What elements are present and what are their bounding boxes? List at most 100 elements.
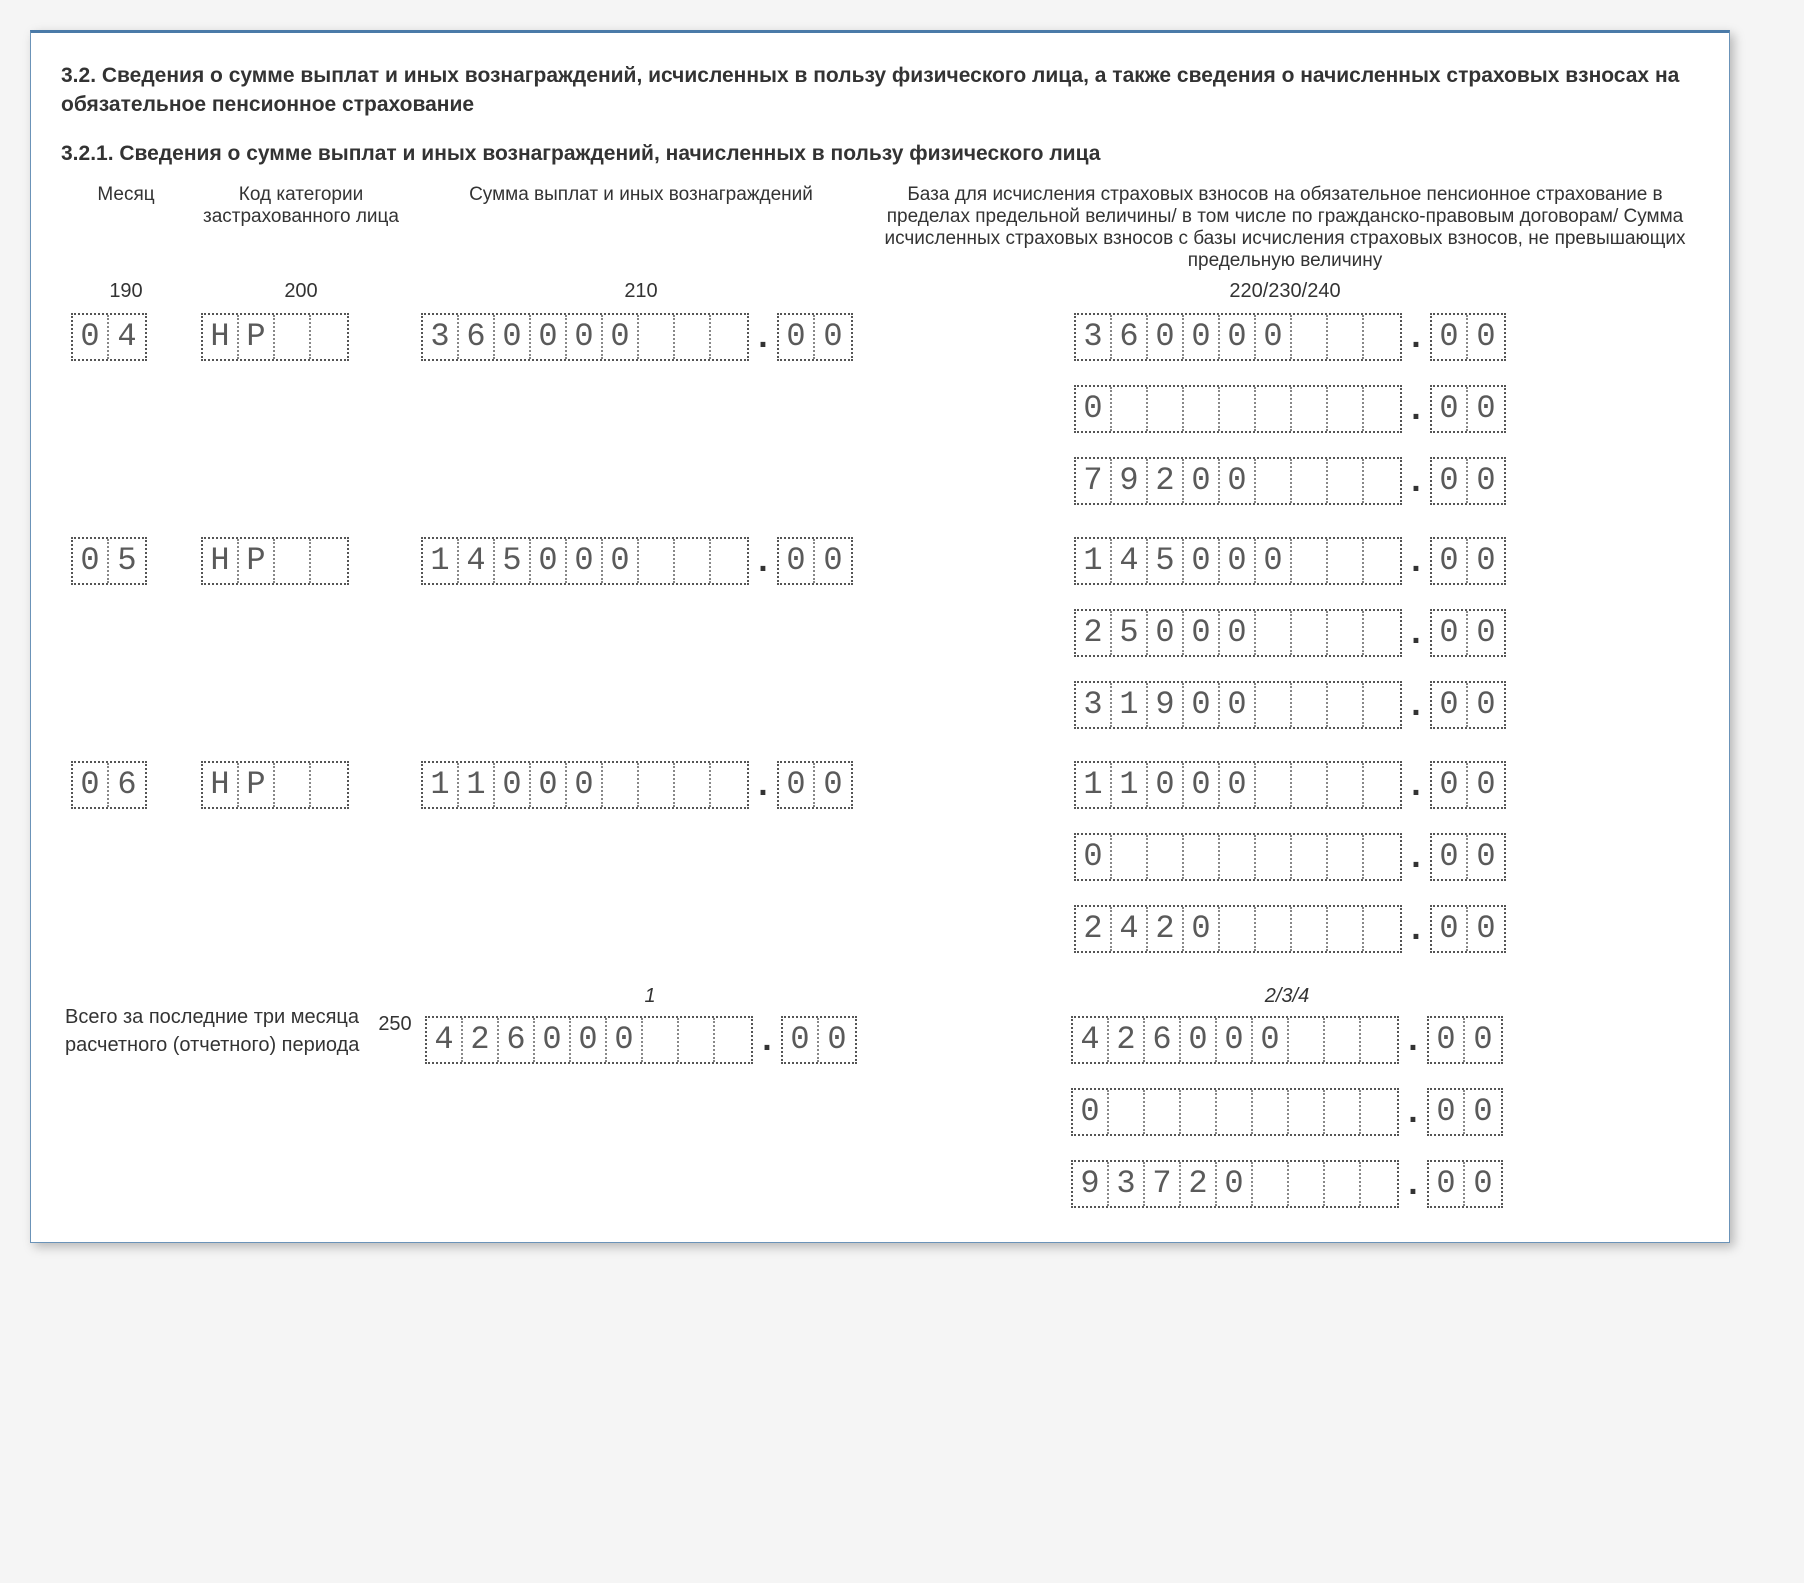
cell: 0 bbox=[571, 1018, 607, 1062]
sum-field: 145000.00 bbox=[421, 537, 881, 585]
cell: 0 bbox=[1429, 1018, 1465, 1062]
cell: 2 bbox=[1181, 1162, 1217, 1206]
sum-field: 11000.00 bbox=[421, 761, 881, 809]
cell: 0 bbox=[1148, 763, 1184, 807]
cell: 0 bbox=[531, 763, 567, 807]
cell: 0 bbox=[815, 763, 851, 807]
cell: 0 bbox=[1432, 683, 1468, 727]
cell: Р bbox=[239, 763, 275, 807]
cell: 0 bbox=[531, 539, 567, 583]
cell: 0 bbox=[1184, 539, 1220, 583]
cell bbox=[311, 539, 347, 583]
total-sum-head: 1 bbox=[425, 985, 875, 1008]
cell-group: 06 bbox=[71, 761, 147, 809]
amount-field: 11000.00 bbox=[421, 776, 853, 793]
cell bbox=[1256, 611, 1292, 655]
cell: 0 bbox=[1432, 315, 1468, 359]
cell: 0 bbox=[1432, 459, 1468, 503]
total-base-head: 2/3/4 bbox=[1071, 985, 1503, 1008]
cell-group: 145000 bbox=[1074, 537, 1402, 585]
amount-field: 0.00 bbox=[1071, 1103, 1503, 1120]
base-field: 11000.000.002420.00 bbox=[881, 761, 1699, 953]
decimal-dot: . bbox=[1399, 1160, 1427, 1208]
cell: 9 bbox=[1148, 683, 1184, 727]
cell: 1 bbox=[1076, 539, 1112, 583]
cell: 0 bbox=[495, 763, 531, 807]
cell: 0 bbox=[815, 315, 851, 359]
cell bbox=[1328, 611, 1364, 655]
cell bbox=[639, 763, 675, 807]
cell bbox=[1184, 387, 1220, 431]
cell bbox=[711, 539, 747, 583]
cell bbox=[1145, 1090, 1181, 1134]
cell: 0 bbox=[783, 1018, 819, 1062]
decimal-dot: . bbox=[753, 1016, 781, 1064]
base-stack: 145000.0025000.0031900.00 bbox=[1074, 537, 1506, 729]
cell bbox=[1328, 315, 1364, 359]
cell bbox=[1364, 459, 1400, 503]
cell-group: 0 bbox=[1071, 1088, 1399, 1136]
cell: 0 bbox=[1184, 611, 1220, 655]
amount-field: 79200.00 bbox=[1074, 472, 1506, 489]
amount-field: 360000.00 bbox=[421, 328, 853, 345]
amount-field: 145000.00 bbox=[1074, 552, 1506, 569]
cell bbox=[1328, 459, 1364, 503]
total-base-stack: 426000.000.0093720.00 bbox=[1071, 1016, 1503, 1208]
decimal-dot: . bbox=[749, 537, 777, 585]
cell: 0 bbox=[1220, 683, 1256, 727]
cell bbox=[311, 315, 347, 359]
cell: 0 bbox=[1073, 1090, 1109, 1134]
cell bbox=[1364, 315, 1400, 359]
cell bbox=[675, 315, 711, 359]
cell bbox=[1361, 1162, 1397, 1206]
cell bbox=[1292, 763, 1328, 807]
cell: 2 bbox=[1109, 1018, 1145, 1062]
cell: 4 bbox=[1112, 907, 1148, 951]
cell: Н bbox=[203, 315, 239, 359]
cell-group: 426000 bbox=[1071, 1016, 1399, 1064]
total-sum-field: 426000.00 bbox=[425, 1016, 875, 1064]
cell: 0 bbox=[1468, 835, 1504, 879]
cell bbox=[1292, 539, 1328, 583]
cell: 4 bbox=[1073, 1018, 1109, 1062]
cell bbox=[1181, 1090, 1217, 1134]
decimal-dot: . bbox=[749, 761, 777, 809]
cell: 0 bbox=[1256, 315, 1292, 359]
cell bbox=[1328, 539, 1364, 583]
cell-group: 00 bbox=[1427, 1160, 1503, 1208]
cell: 0 bbox=[1217, 1162, 1253, 1206]
cell: 4 bbox=[1112, 539, 1148, 583]
cell: 3 bbox=[1109, 1162, 1145, 1206]
cell-group: 426000 bbox=[425, 1016, 753, 1064]
total-code: 250 bbox=[365, 985, 425, 1036]
cell-group: 04 bbox=[71, 313, 147, 361]
cell-group: 00 bbox=[1430, 905, 1506, 953]
cell: 0 bbox=[1468, 459, 1504, 503]
cell: 5 bbox=[495, 539, 531, 583]
amount-field: 31900.00 bbox=[1074, 696, 1506, 713]
cell: 6 bbox=[499, 1018, 535, 1062]
cell: 7 bbox=[1076, 459, 1112, 503]
cell: 0 bbox=[1148, 315, 1184, 359]
cell: 9 bbox=[1112, 459, 1148, 503]
total-label: Всего за последние три месяца расчетного… bbox=[61, 985, 365, 1059]
cell bbox=[1325, 1018, 1361, 1062]
cell bbox=[1361, 1018, 1397, 1062]
amount-field: 93720.00 bbox=[1071, 1175, 1503, 1192]
cell bbox=[1292, 459, 1328, 503]
header-base: База для исчисления страховых взносов на… bbox=[871, 184, 1699, 272]
cell: 0 bbox=[603, 315, 639, 359]
header-month: Месяц bbox=[61, 184, 191, 272]
decimal-dot: . bbox=[1402, 609, 1430, 657]
cell: 0 bbox=[1076, 835, 1112, 879]
cell: 0 bbox=[535, 1018, 571, 1062]
cell: 3 bbox=[1076, 683, 1112, 727]
cell-group: 00 bbox=[777, 761, 853, 809]
cell bbox=[1256, 835, 1292, 879]
decimal-dot: . bbox=[1402, 385, 1430, 433]
data-row: 04НР360000.00360000.000.0079200.00 bbox=[61, 313, 1699, 505]
cell: 0 bbox=[1468, 539, 1504, 583]
cell bbox=[1109, 1090, 1145, 1134]
cell: 0 bbox=[1429, 1090, 1465, 1134]
cell-group: 31900 bbox=[1074, 681, 1402, 729]
